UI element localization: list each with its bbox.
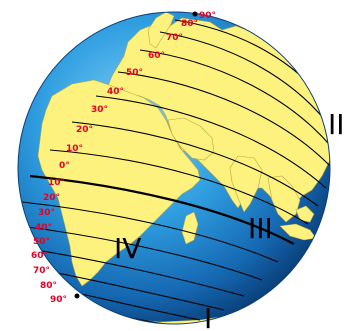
latitude-line-10n (49, 149, 309, 225)
lat-label-50s: 50° (33, 237, 50, 247)
lat-label-40n: 40° (107, 87, 124, 97)
land-madagascar (181, 211, 199, 245)
zone-label-iv: IV (114, 232, 141, 265)
land-southeast-asia (267, 175, 301, 223)
latitude-labels-north: 90° 80° 70° 60° 50° 40° 30° 20° 10° 0° (59, 11, 216, 171)
latitude-line-20n (71, 121, 319, 207)
lat-label-90s: 90° (50, 295, 67, 305)
north-pole-marker (192, 11, 198, 17)
latitude-line-50n (139, 49, 330, 151)
lat-label-70n: 70° (166, 33, 183, 43)
latitude-line-80s (83, 321, 129, 324)
lat-label-40s: 40° (35, 223, 52, 233)
latitude-line-30n (95, 95, 327, 189)
land-eurasia (107, 17, 330, 215)
latitude-line-40n (117, 71, 330, 169)
lat-label-80n: 80° (181, 19, 198, 29)
latitude-line-60n (159, 31, 330, 133)
lat-label-20s: 20° (43, 193, 60, 203)
lat-label-70s: 70° (33, 266, 50, 276)
lat-label-30s: 30° (38, 208, 55, 218)
lat-label-60s: 60° (31, 251, 48, 261)
globe-outline (17, 11, 331, 325)
land-scandinavia (147, 12, 175, 49)
latitude-line-10s (21, 201, 279, 263)
zone-label-i: I (204, 302, 212, 331)
lat-label-50n: 50° (126, 68, 143, 78)
latitude-line-20s (19, 225, 263, 281)
lat-label-60n: 60° (148, 51, 165, 61)
lat-label-10s: 10° (48, 178, 65, 188)
latitude-line-30s (23, 247, 245, 297)
lat-label-30n: 30° (91, 105, 108, 115)
zone-label-iii: III (248, 212, 273, 245)
lat-label-90n: 90° (199, 11, 216, 21)
zone-label-ii: II (328, 108, 345, 141)
latitude-labels-south: 10° 20° 30° 40° 50° 60° 70° 80° 90° (31, 178, 67, 305)
south-pole-marker (74, 293, 80, 299)
lat-label-0: 0° (59, 161, 70, 171)
land-india (229, 155, 263, 213)
lat-label-20n: 20° (76, 125, 93, 135)
lat-label-80s: 80° (40, 281, 57, 291)
equator-line (29, 174, 295, 245)
zone-labels: I II III IV (114, 108, 345, 331)
lat-label-10n: 10° (66, 144, 83, 154)
